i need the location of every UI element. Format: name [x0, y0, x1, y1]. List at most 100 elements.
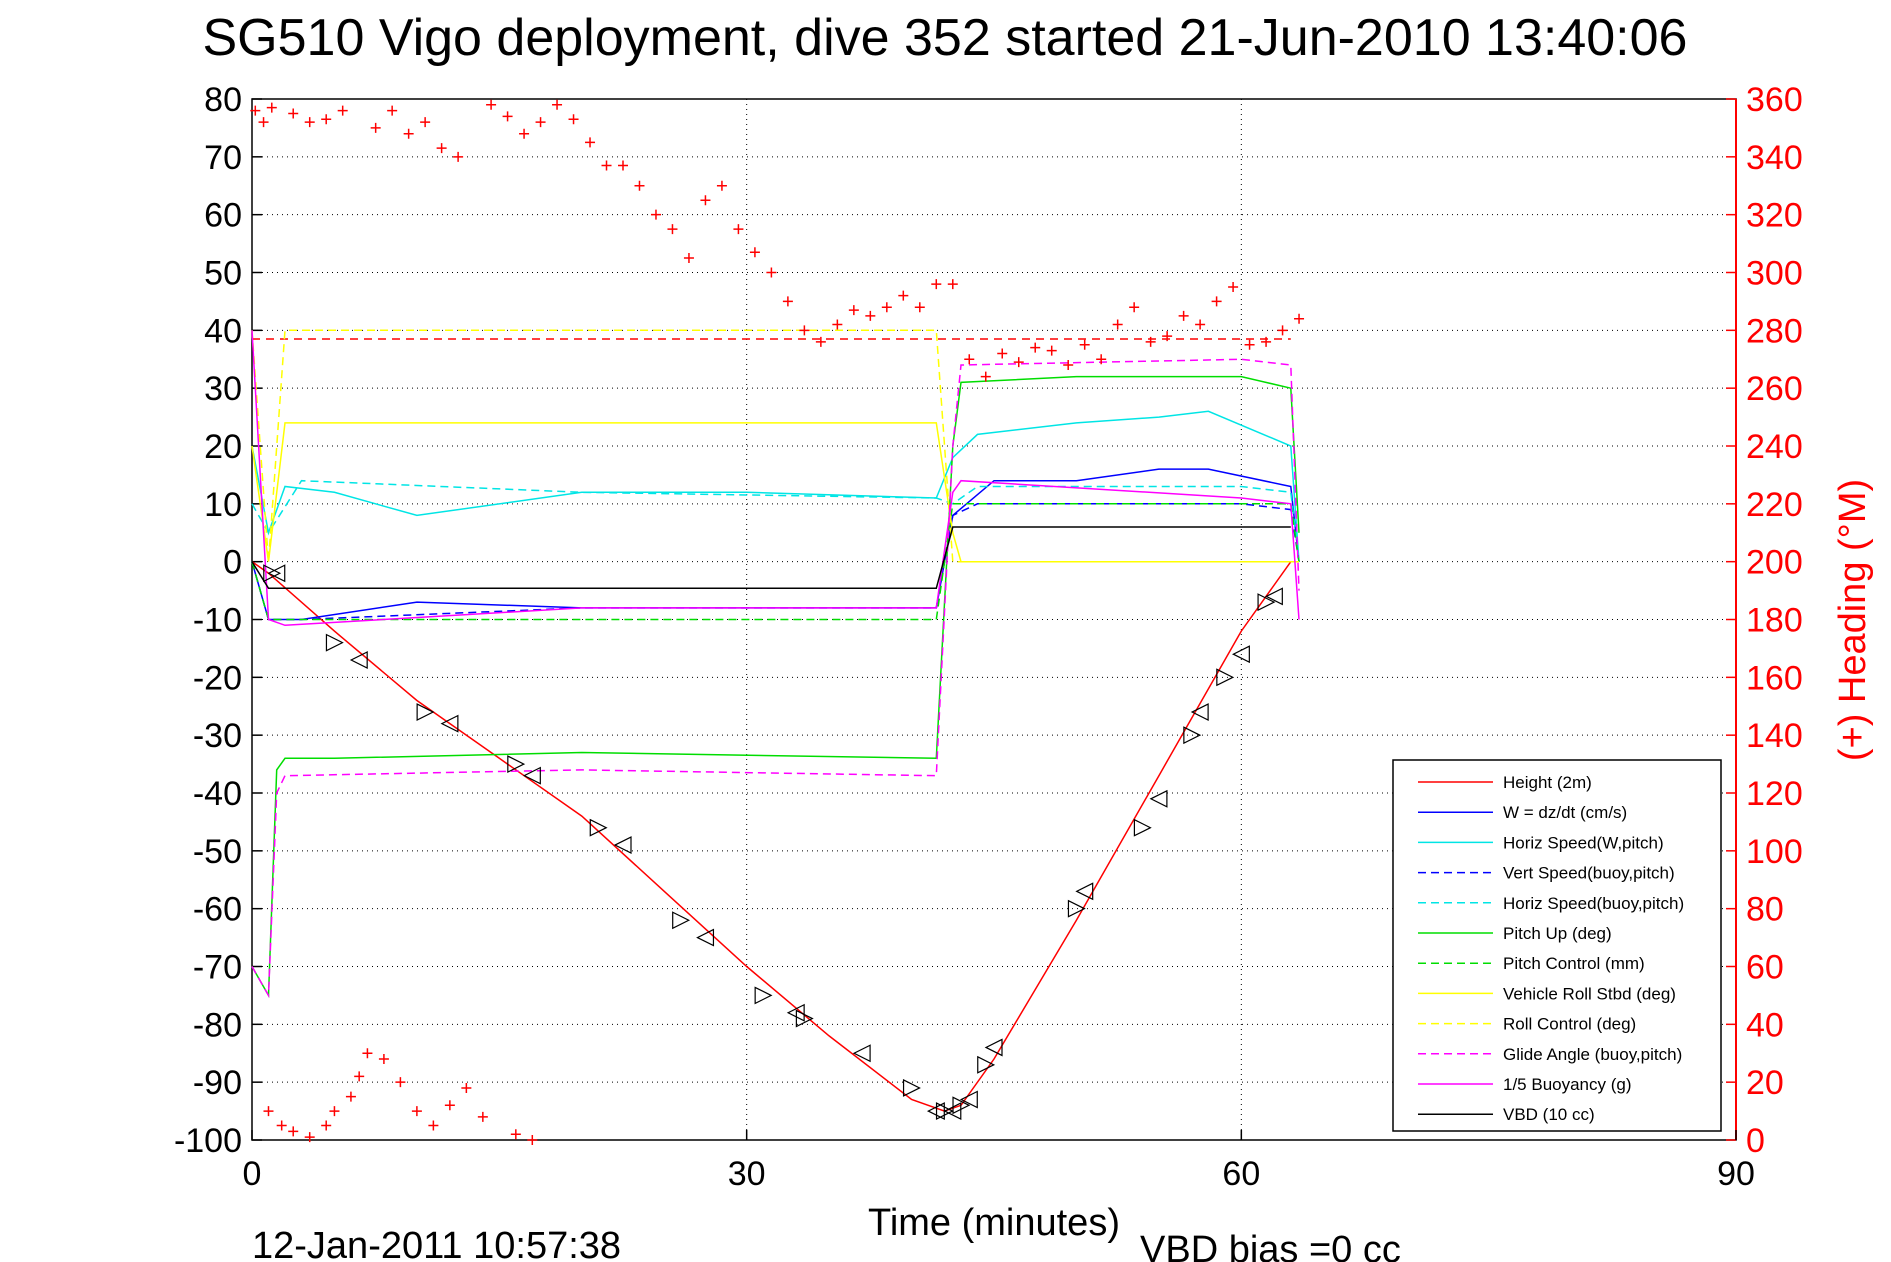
heading-point: [848, 305, 859, 316]
triangle-marker: [1216, 668, 1235, 687]
triangle-marker: [349, 651, 368, 669]
heading-point: [354, 1071, 365, 1082]
triangle-marker: [325, 633, 344, 652]
y-tick-label: 10: [204, 486, 242, 524]
y-tick-label: 60: [204, 197, 242, 235]
y-right-tick-label: 360: [1746, 81, 1803, 119]
heading-point: [931, 279, 942, 290]
y-right-tick-label: 220: [1746, 486, 1803, 524]
heading-point: [258, 117, 269, 128]
y-tick-label: -40: [193, 775, 242, 813]
heading-point: [1129, 302, 1140, 313]
heading-point: [1261, 336, 1272, 347]
heading-point: [345, 1091, 356, 1102]
heading-point: [266, 102, 277, 113]
triangle-marker: [672, 911, 691, 930]
heading-point: [370, 122, 381, 133]
heading-point: [749, 247, 760, 258]
heading-point: [650, 209, 661, 220]
series-line: [251, 330, 1300, 627]
heading-point: [1162, 331, 1173, 342]
heading-point: [1112, 319, 1123, 330]
legend-label: Vehicle Roll Stbd (deg): [1503, 984, 1676, 1003]
y-right-tick-label: 160: [1746, 659, 1803, 697]
heading-point: [799, 325, 810, 336]
heading-point: [667, 224, 678, 235]
triangle-marker: [1257, 593, 1276, 612]
y-right-tick-label: 80: [1746, 891, 1784, 929]
y-tick-label: 20: [204, 428, 242, 466]
y-right-tick-label: 200: [1746, 544, 1803, 582]
legend-label: 1/5 Buoyancy (g): [1503, 1075, 1632, 1094]
x-tick-label: 30: [728, 1155, 766, 1193]
heading-point: [1145, 336, 1156, 347]
heading-point: [618, 160, 628, 171]
x-tick-label: 90: [1717, 1155, 1755, 1193]
y-right-tick-label: 180: [1746, 602, 1803, 640]
heading-point: [329, 1106, 340, 1117]
triangle-marker: [589, 818, 608, 837]
heading-point: [1277, 325, 1288, 336]
heading-point: [337, 105, 348, 116]
heading-point: [1096, 354, 1107, 365]
heading-point: [1244, 339, 1255, 350]
y-tick-label: -90: [193, 1064, 242, 1102]
y-right-tick-label: 140: [1746, 717, 1803, 755]
heading-point: [444, 1100, 455, 1111]
y-tick-label: -80: [193, 1006, 242, 1044]
triangle-marker: [935, 1102, 954, 1121]
triangle-marker: [959, 1090, 978, 1109]
heading-point: [411, 1106, 422, 1117]
y-right-tick-label: 260: [1746, 370, 1803, 408]
y-right-tick-label: 20: [1746, 1064, 1784, 1102]
y-tick-label: 70: [204, 139, 242, 177]
heading-point: [436, 143, 447, 154]
x-axis: 0 30 60 90: [243, 1130, 1755, 1193]
legend-label: Roll Control (deg): [1503, 1015, 1636, 1034]
y-tick-label: 30: [204, 370, 242, 408]
heading-point: [263, 1106, 274, 1117]
triangle-marker: [613, 836, 632, 855]
y-right-tick-label: 320: [1746, 197, 1803, 235]
y-right-tick-label: 40: [1746, 1006, 1784, 1044]
heading-point: [585, 137, 596, 148]
triangle-marker: [795, 1009, 814, 1028]
heading-point: [461, 1082, 472, 1093]
heading-point: [510, 1129, 521, 1140]
heading-point: [403, 128, 414, 139]
legend-label: Horiz Speed(buoy,pitch): [1503, 894, 1684, 913]
heading-point: [535, 117, 546, 128]
heading-point: [1211, 296, 1222, 307]
heading-point: [733, 224, 744, 235]
series-lines: [251, 329, 1300, 1112]
triangle-marker: [852, 1044, 871, 1063]
legend-label: Pitch Control (mm): [1503, 954, 1645, 973]
chart-title: SG510 Vigo deployment, dive 352 started …: [203, 9, 1688, 67]
heading-point: [1030, 342, 1041, 353]
series-line: [251, 329, 1291, 563]
heading-point: [362, 1048, 373, 1059]
legend-label: Pitch Up (deg): [1503, 924, 1612, 943]
triangle-markers: [263, 564, 1283, 1121]
legend-label: Vert Speed(buoy,pitch): [1503, 864, 1675, 883]
legend-label: W = dz/dt (cm/s): [1503, 803, 1627, 822]
heading-point: [395, 1077, 406, 1088]
triangle-marker: [440, 714, 459, 733]
heading-point: [700, 195, 711, 206]
y-axis-right-label: (+) Heading (°M): [1832, 479, 1874, 761]
heading-point: [486, 99, 497, 110]
heading-point: [601, 160, 612, 171]
triangle-marker: [1264, 587, 1283, 606]
legend-label: Glide Angle (buoy,pitch): [1503, 1045, 1682, 1064]
y-tick-label: 50: [204, 255, 242, 293]
heading-point: [453, 151, 464, 162]
legend: Height (2m) W = dz/dt (cm/s) Horiz Speed(W…: [1392, 759, 1722, 1132]
y-right-tick-label: 300: [1746, 255, 1803, 293]
series-line: [251, 526, 1291, 590]
x-tick-label: 0: [243, 1155, 262, 1193]
triangle-marker: [1075, 882, 1094, 901]
triangle-marker: [984, 1038, 1003, 1057]
y-right-tick-label: 340: [1746, 139, 1803, 177]
footer-timestamp: 12-Jan-2011 10:57:38: [252, 1225, 621, 1262]
